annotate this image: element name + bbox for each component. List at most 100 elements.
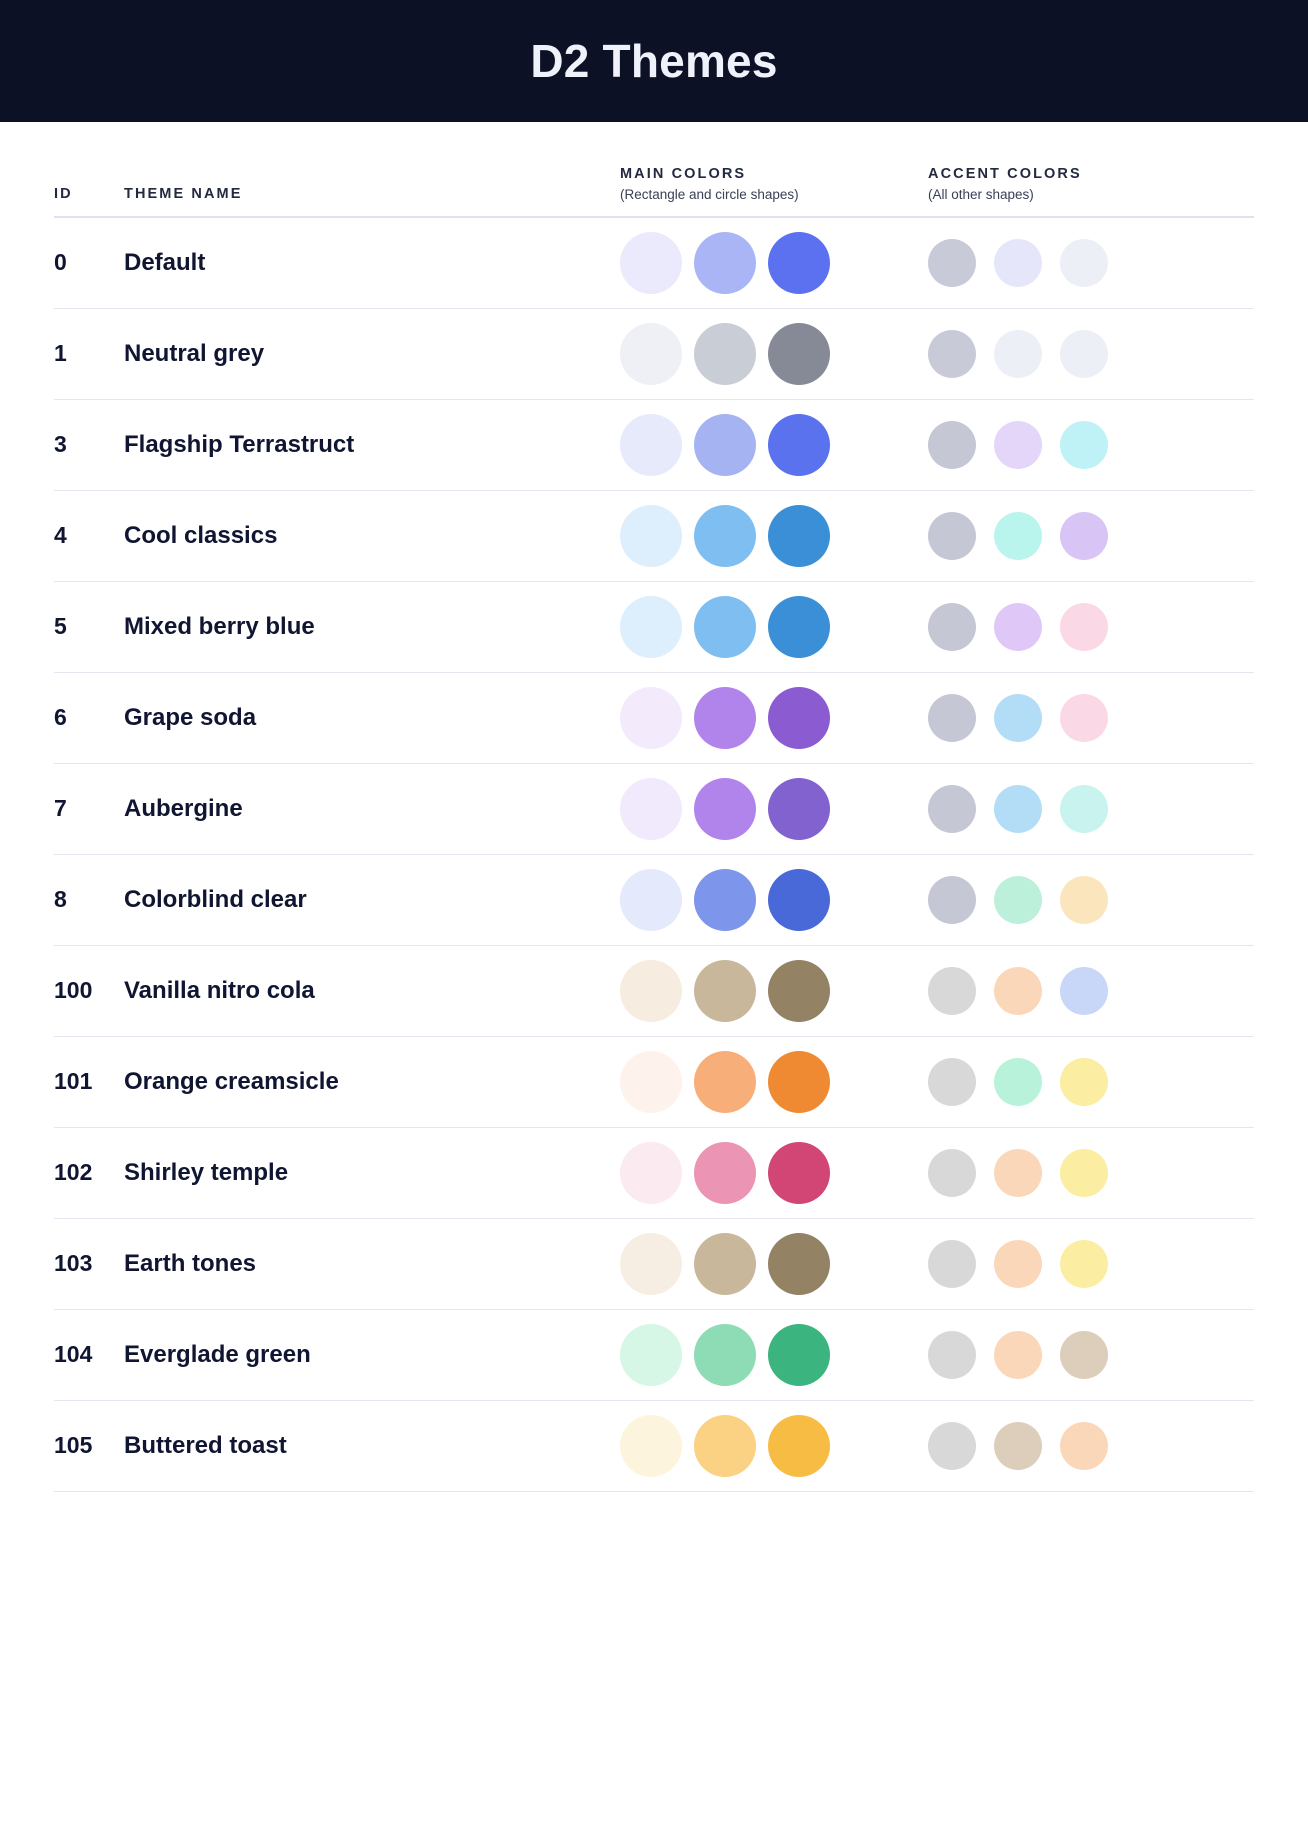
theme-id: 101 [54, 1036, 124, 1128]
main-color-swatch [694, 777, 756, 840]
table-header: ID THEME NAME MAIN COLORS (Rectangle and… [54, 166, 1254, 218]
main-color-swatch [694, 868, 756, 931]
theme-name: Default [124, 217, 614, 309]
theme-name: Vanilla nitro cola [124, 945, 614, 1037]
accent-color-swatch [928, 511, 976, 560]
table-row[interactable]: 8 Colorblind clear [54, 854, 1254, 946]
table-row[interactable]: 102 Shirley temple [54, 1127, 1254, 1219]
table-row[interactable]: 0 Default [54, 217, 1254, 309]
theme-id: 4 [54, 490, 124, 582]
theme-id: 5 [54, 581, 124, 673]
main-color-swatch [694, 595, 756, 658]
accent-color-swatch [1060, 420, 1108, 469]
main-color-swatch [694, 231, 756, 294]
accent-colors-cell [924, 581, 1254, 673]
theme-name: Cool classics [124, 490, 614, 582]
theme-id: 103 [54, 1218, 124, 1310]
main-color-swatch [620, 959, 682, 1022]
theme-id: 6 [54, 672, 124, 764]
accent-colors-cell [924, 1400, 1254, 1492]
column-header-accent-colors: ACCENT COLORS (All other shapes) [924, 166, 1254, 218]
main-color-swatch [620, 504, 682, 567]
main-color-swatch [694, 1232, 756, 1295]
accent-color-swatch [994, 784, 1042, 833]
main-colors-cell [614, 1218, 924, 1310]
theme-name: Orange creamsicle [124, 1036, 614, 1128]
accent-colors-cell [924, 672, 1254, 764]
main-color-swatch [768, 777, 830, 840]
main-color-swatch [620, 868, 682, 931]
main-colors-cell [614, 854, 924, 946]
accent-color-swatch [1060, 784, 1108, 833]
table-row[interactable]: 105 Buttered toast [54, 1400, 1254, 1492]
main-color-swatch [694, 322, 756, 385]
main-color-swatch [620, 1141, 682, 1204]
theme-name: Grape soda [124, 672, 614, 764]
accent-colors-cell [924, 854, 1254, 946]
accent-color-swatch [994, 693, 1042, 742]
main-color-swatch [694, 1414, 756, 1477]
main-color-swatch [694, 1323, 756, 1386]
table-row[interactable]: 101 Orange creamsicle [54, 1036, 1254, 1128]
table-row[interactable]: 7 Aubergine [54, 763, 1254, 855]
table-body: 0 Default 1 Neutral grey 3 Flagship Terrastru… [54, 217, 1254, 1492]
accent-color-swatch [994, 602, 1042, 651]
main-color-swatch [620, 1050, 682, 1113]
table-row[interactable]: 1 Neutral grey [54, 308, 1254, 400]
main-colors-cell [614, 1400, 924, 1492]
table-row[interactable]: 6 Grape soda [54, 672, 1254, 764]
theme-id: 1 [54, 308, 124, 400]
accent-color-swatch [928, 784, 976, 833]
themes-sheet: ID THEME NAME MAIN COLORS (Rectangle and… [0, 166, 1308, 1492]
accent-color-swatch [928, 875, 976, 924]
theme-name: Everglade green [124, 1309, 614, 1401]
table-row[interactable]: 3 Flagship Terrastruct [54, 399, 1254, 491]
main-color-swatch [768, 1232, 830, 1295]
theme-name: Flagship Terrastruct [124, 399, 614, 491]
accent-color-swatch [994, 966, 1042, 1015]
column-header-id: ID [54, 166, 124, 218]
themes-table: ID THEME NAME MAIN COLORS (Rectangle and… [54, 166, 1254, 1492]
accent-color-swatch [928, 238, 976, 287]
accent-color-swatch [928, 1330, 976, 1379]
main-color-swatch [620, 231, 682, 294]
table-row[interactable]: 103 Earth tones [54, 1218, 1254, 1310]
accent-color-swatch [1060, 602, 1108, 651]
accent-color-swatch [1060, 966, 1108, 1015]
main-color-swatch [620, 1232, 682, 1295]
table-row[interactable]: 104 Everglade green [54, 1309, 1254, 1401]
accent-colors-cell [924, 1036, 1254, 1128]
accent-color-swatch [1060, 1148, 1108, 1197]
theme-name: Aubergine [124, 763, 614, 855]
accent-color-swatch [928, 693, 976, 742]
accent-color-swatch [928, 1148, 976, 1197]
theme-id: 8 [54, 854, 124, 946]
main-color-swatch [620, 777, 682, 840]
accent-color-swatch [928, 966, 976, 1015]
main-color-swatch [768, 1414, 830, 1477]
main-colors-cell [614, 581, 924, 673]
theme-id: 102 [54, 1127, 124, 1219]
theme-id: 3 [54, 399, 124, 491]
main-color-swatch [694, 686, 756, 749]
main-color-swatch [768, 686, 830, 749]
table-row[interactable]: 100 Vanilla nitro cola [54, 945, 1254, 1037]
theme-name: Colorblind clear [124, 854, 614, 946]
main-color-swatch [620, 595, 682, 658]
theme-id: 100 [54, 945, 124, 1037]
accent-color-swatch [928, 1057, 976, 1106]
accent-colors-cell [924, 945, 1254, 1037]
main-color-swatch [620, 1414, 682, 1477]
accent-color-swatch [994, 875, 1042, 924]
main-colors-cell [614, 490, 924, 582]
accent-color-swatch [994, 238, 1042, 287]
accent-colors-cell [924, 217, 1254, 309]
table-row[interactable]: 4 Cool classics [54, 490, 1254, 582]
page-title: D2 Themes [530, 35, 778, 87]
main-color-swatch [768, 413, 830, 476]
accent-color-swatch [1060, 875, 1108, 924]
main-color-swatch [768, 504, 830, 567]
main-color-swatch [768, 959, 830, 1022]
accent-color-swatch [994, 1330, 1042, 1379]
table-row[interactable]: 5 Mixed berry blue [54, 581, 1254, 673]
